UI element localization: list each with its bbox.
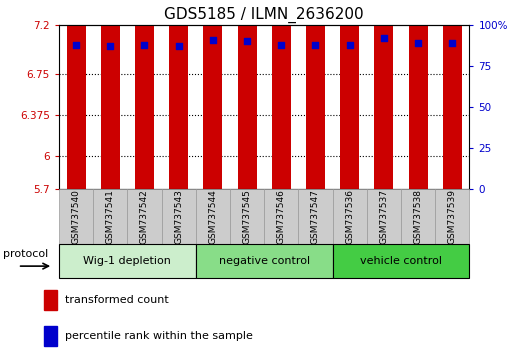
Text: GSM737545: GSM737545 — [243, 189, 251, 244]
Point — [311, 42, 320, 47]
Bar — [101, 0, 120, 189]
FancyBboxPatch shape — [264, 189, 299, 244]
Text: percentile rank within the sample: percentile rank within the sample — [65, 331, 253, 341]
Point — [141, 42, 149, 47]
Text: GSM737539: GSM737539 — [448, 189, 457, 244]
Bar — [44, 326, 57, 346]
FancyBboxPatch shape — [162, 189, 196, 244]
Bar — [306, 0, 325, 189]
FancyBboxPatch shape — [93, 189, 127, 244]
Text: GSM737546: GSM737546 — [277, 189, 286, 244]
Point — [448, 40, 457, 46]
FancyBboxPatch shape — [332, 189, 367, 244]
Bar — [409, 0, 427, 189]
Point — [174, 43, 183, 49]
Point — [209, 37, 217, 42]
Text: GSM737536: GSM737536 — [345, 189, 354, 244]
FancyBboxPatch shape — [59, 244, 196, 278]
Text: Wig-1 depletion: Wig-1 depletion — [84, 256, 171, 266]
FancyBboxPatch shape — [127, 189, 162, 244]
Point — [277, 42, 285, 47]
Text: transformed count: transformed count — [65, 295, 169, 305]
Bar — [238, 0, 256, 189]
Text: GSM737540: GSM737540 — [72, 189, 81, 244]
Text: GSM737541: GSM737541 — [106, 189, 115, 244]
Point — [72, 42, 80, 47]
Text: vehicle control: vehicle control — [360, 256, 442, 266]
Point — [380, 35, 388, 41]
Bar — [272, 0, 291, 189]
Text: GSM737542: GSM737542 — [140, 189, 149, 244]
Bar — [340, 0, 359, 189]
Point — [414, 40, 422, 46]
Point — [106, 43, 114, 49]
FancyBboxPatch shape — [59, 189, 93, 244]
Title: GDS5185 / ILMN_2636200: GDS5185 / ILMN_2636200 — [164, 7, 364, 23]
Bar — [374, 0, 393, 189]
FancyBboxPatch shape — [196, 244, 332, 278]
FancyBboxPatch shape — [230, 189, 264, 244]
Bar — [169, 0, 188, 189]
Bar — [44, 290, 57, 310]
FancyBboxPatch shape — [367, 189, 401, 244]
FancyBboxPatch shape — [299, 189, 332, 244]
Bar — [204, 0, 222, 189]
FancyBboxPatch shape — [435, 189, 469, 244]
Text: GSM737544: GSM737544 — [208, 189, 218, 244]
Text: GSM737537: GSM737537 — [380, 189, 388, 244]
Text: GSM737543: GSM737543 — [174, 189, 183, 244]
FancyBboxPatch shape — [401, 189, 435, 244]
FancyBboxPatch shape — [196, 189, 230, 244]
Point — [346, 42, 354, 47]
FancyBboxPatch shape — [332, 244, 469, 278]
Bar — [135, 0, 154, 189]
Text: GSM737547: GSM737547 — [311, 189, 320, 244]
Text: protocol: protocol — [3, 249, 48, 259]
Point — [243, 38, 251, 44]
Bar — [443, 0, 462, 189]
Bar — [67, 0, 86, 189]
Text: GSM737538: GSM737538 — [413, 189, 423, 244]
Text: negative control: negative control — [219, 256, 310, 266]
